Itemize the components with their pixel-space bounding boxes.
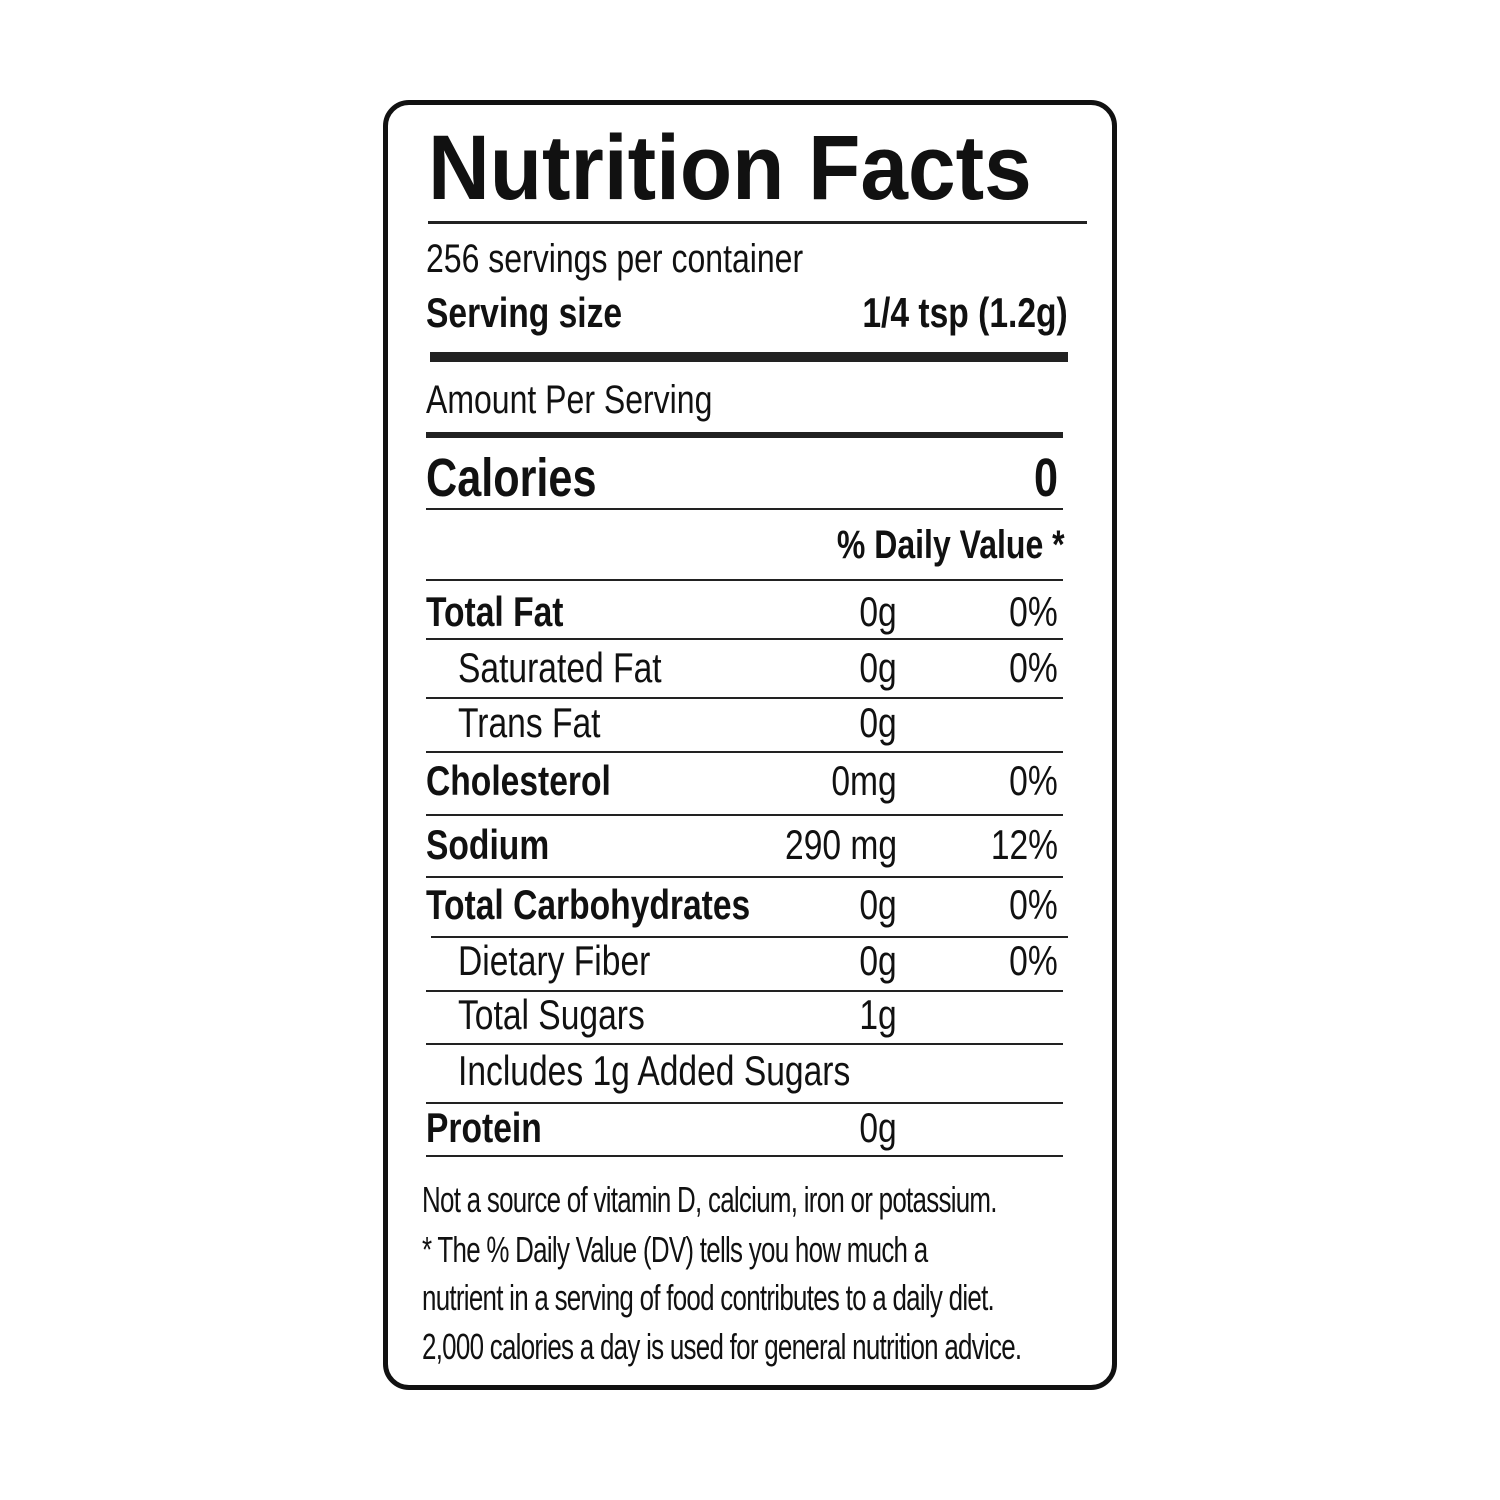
nutrient-name: Cholesterol	[426, 757, 611, 804]
footnote-line: * The % Daily Value (DV) tells you how m…	[422, 1229, 928, 1270]
divider	[426, 697, 1063, 699]
nutrient-name: Dietary Fiber	[458, 937, 651, 984]
divider	[426, 990, 1063, 992]
nutrient-name: Total Fat	[426, 588, 564, 635]
medium-divider	[426, 432, 1063, 438]
nutrient-amount: 0g	[859, 1104, 897, 1151]
calories-label: Calories	[426, 448, 597, 508]
servings: 256 servings per container	[426, 237, 804, 281]
divider	[428, 221, 1087, 224]
nutrient-daily-value: 12%	[990, 821, 1058, 868]
nutrient-amount: 290 mg	[784, 821, 897, 868]
divider	[426, 751, 1063, 753]
nutrient-daily-value: 0%	[1009, 881, 1058, 928]
label-border	[383, 100, 1117, 1390]
nutrient-amount: 0g	[859, 937, 897, 984]
divider	[426, 638, 1063, 640]
nutrient-amount: 0g	[859, 644, 897, 691]
divider	[426, 1043, 1063, 1045]
nutrient-amount: 0mg	[831, 757, 897, 804]
nutrient-amount: 1g	[859, 991, 897, 1038]
amount-per-serving: Amount Per Serving	[426, 378, 713, 422]
nutrient-name: Trans Fat	[458, 699, 601, 746]
nutrient-amount: 0g	[859, 881, 897, 928]
divider	[426, 508, 1063, 510]
label-title: Nutrition Facts	[428, 117, 1032, 219]
thick-divider	[430, 352, 1068, 362]
footnote-line: Not a source of vitamin D, calcium, iron…	[422, 1179, 998, 1220]
nutrient-daily-value: 0%	[1009, 588, 1058, 635]
divider	[426, 1155, 1063, 1157]
nutrient-name: Protein	[426, 1104, 542, 1151]
divider	[426, 1102, 1063, 1104]
nutrient-daily-value: 0%	[1009, 757, 1058, 804]
daily-value-header: % Daily Value *	[837, 523, 1065, 567]
footnote-line: 2,000 calories a day is used for general…	[422, 1326, 1022, 1367]
serving-size-label: Serving size	[426, 289, 623, 336]
serving-size-value: 1/4 tsp (1.2g)	[862, 289, 1068, 336]
nutrient-amount: 0g	[859, 699, 897, 746]
nutrient-name: Includes 1g Added Sugars	[458, 1047, 851, 1094]
divider	[426, 876, 1063, 878]
divider	[426, 579, 1063, 581]
divider	[431, 936, 1068, 938]
divider	[426, 814, 1063, 816]
nutrient-name: Total Sugars	[458, 991, 645, 1038]
nutrient-amount: 0g	[859, 588, 897, 635]
nutrient-name: Total Carbohydrates	[426, 881, 751, 928]
footnote-line: nutrient in a serving of food contribute…	[422, 1277, 995, 1318]
calories-value: 0	[1033, 448, 1058, 508]
nutrient-name: Saturated Fat	[458, 644, 662, 691]
nutrient-daily-value: 0%	[1009, 937, 1058, 984]
nutrient-name: Sodium	[426, 821, 550, 868]
nutrient-daily-value: 0%	[1009, 644, 1058, 691]
